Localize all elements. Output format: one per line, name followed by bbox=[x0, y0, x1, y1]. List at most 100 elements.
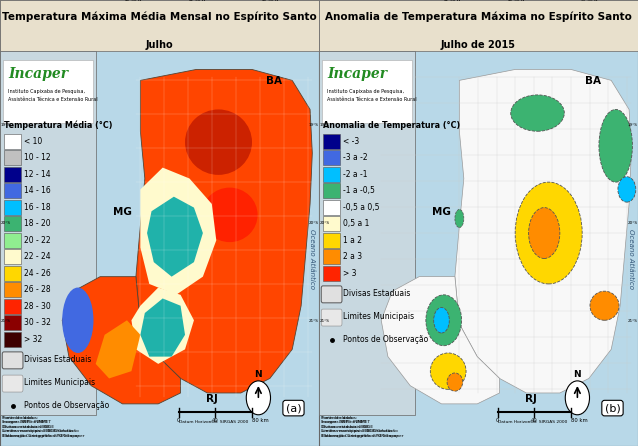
Text: 20 - 22: 20 - 22 bbox=[24, 236, 50, 245]
Text: Assistência Técnica e Extensão Rural: Assistência Técnica e Extensão Rural bbox=[327, 97, 417, 102]
Text: Divisas Estaduais: Divisas Estaduais bbox=[343, 289, 410, 298]
Polygon shape bbox=[140, 168, 216, 295]
Bar bbox=[0, 0, 319, 51]
Bar bbox=[319, 51, 415, 415]
Text: Fonte de dados:
Incaper, INPE e INMET
Divisas estaduais: IBGE
Limites municipais: Fonte de dados: Incaper, INPE e INMET Di… bbox=[321, 416, 398, 438]
Text: Datum Horizontal: SIRGAS 2000: Datum Horizontal: SIRGAS 2000 bbox=[498, 420, 567, 424]
Text: 20°S: 20°S bbox=[1, 221, 11, 225]
Bar bbox=[3, 60, 93, 123]
Bar bbox=[323, 183, 341, 198]
Polygon shape bbox=[96, 320, 140, 378]
Bar bbox=[323, 134, 341, 149]
Text: (b): (b) bbox=[605, 403, 620, 413]
Bar bbox=[4, 134, 22, 149]
Text: Temperatura Máxima Média Mensal no Espírito Santo: Temperatura Máxima Média Mensal no Espír… bbox=[2, 11, 317, 22]
Text: Pontos de Observação: Pontos de Observação bbox=[24, 401, 109, 410]
Text: Pontos de Observação: Pontos de Observação bbox=[343, 335, 428, 344]
Text: 21°S: 21°S bbox=[320, 319, 329, 323]
Text: Fonte de dados:
Incaper, INPE e INMET
Divisas estaduais: IBGE
Limites municipais: Fonte de dados: Incaper, INPE e INMET Di… bbox=[3, 416, 85, 438]
Text: 40°30'W: 40°30'W bbox=[125, 0, 143, 2]
FancyBboxPatch shape bbox=[3, 375, 23, 392]
Ellipse shape bbox=[590, 291, 619, 320]
Text: 41°30'W: 41°30'W bbox=[189, 0, 207, 2]
Text: Assistência Técnica e Extensão Rural: Assistência Técnica e Extensão Rural bbox=[8, 97, 98, 102]
Text: 40°30'W: 40°30'W bbox=[262, 0, 280, 2]
Ellipse shape bbox=[599, 109, 632, 182]
Text: 20°S: 20°S bbox=[320, 221, 330, 225]
Text: -1 a -0,5: -1 a -0,5 bbox=[343, 186, 375, 195]
Ellipse shape bbox=[515, 182, 582, 284]
Text: Incaper: Incaper bbox=[8, 67, 68, 81]
Text: 12 - 14: 12 - 14 bbox=[24, 170, 50, 179]
Text: Limites Municipais: Limites Municipais bbox=[24, 378, 95, 387]
Bar bbox=[4, 216, 22, 231]
Bar bbox=[4, 183, 22, 198]
Bar bbox=[4, 315, 22, 330]
Text: 21°S: 21°S bbox=[1, 319, 10, 323]
Bar bbox=[323, 249, 341, 264]
Text: Oceano Atlântico: Oceano Atlântico bbox=[309, 229, 315, 289]
Ellipse shape bbox=[430, 353, 466, 389]
Text: Instituto Capixaba de Pesquisa,: Instituto Capixaba de Pesquisa, bbox=[327, 89, 404, 94]
Ellipse shape bbox=[528, 207, 560, 259]
Polygon shape bbox=[455, 70, 631, 393]
Ellipse shape bbox=[447, 373, 463, 391]
Bar bbox=[323, 167, 341, 182]
Bar bbox=[323, 200, 341, 215]
Text: Anomalia de Temperatura (°C): Anomalia de Temperatura (°C) bbox=[323, 121, 460, 130]
Bar bbox=[4, 332, 22, 347]
Ellipse shape bbox=[62, 288, 93, 353]
Text: 20°S: 20°S bbox=[308, 221, 318, 225]
Text: 39°30'W: 39°30'W bbox=[581, 0, 599, 2]
Text: Oceano Atlântico: Oceano Atlântico bbox=[628, 229, 634, 289]
Text: 0,5 a 1: 0,5 a 1 bbox=[343, 219, 369, 228]
Text: Limites Municipais: Limites Municipais bbox=[343, 312, 414, 321]
Text: -3 a -2: -3 a -2 bbox=[343, 153, 367, 162]
Text: N: N bbox=[574, 370, 581, 379]
Text: Julho de 2015: Julho de 2015 bbox=[441, 40, 516, 50]
Text: Datum Horizontal: SIRGAS 2000: Datum Horizontal: SIRGAS 2000 bbox=[179, 420, 248, 424]
Text: < 10: < 10 bbox=[24, 137, 42, 146]
Text: 21°S: 21°S bbox=[628, 319, 637, 323]
Text: 0: 0 bbox=[177, 418, 181, 423]
Text: 40: 40 bbox=[212, 418, 219, 423]
Ellipse shape bbox=[455, 210, 464, 227]
Polygon shape bbox=[140, 298, 185, 357]
Text: 19°S: 19°S bbox=[1, 123, 10, 127]
Bar bbox=[4, 233, 22, 248]
Text: 16 - 18: 16 - 18 bbox=[24, 203, 50, 212]
Text: 0: 0 bbox=[496, 418, 500, 423]
Text: 24 - 26: 24 - 26 bbox=[24, 269, 50, 278]
Text: Divisas Estaduais: Divisas Estaduais bbox=[24, 355, 91, 364]
Text: BA: BA bbox=[585, 76, 602, 86]
Ellipse shape bbox=[510, 95, 565, 131]
Text: 40°30'W: 40°30'W bbox=[508, 0, 526, 2]
Text: 21°S: 21°S bbox=[309, 319, 318, 323]
Ellipse shape bbox=[202, 188, 258, 242]
Bar bbox=[323, 150, 341, 165]
Text: Incaper: Incaper bbox=[327, 67, 387, 81]
Bar bbox=[4, 200, 22, 215]
Text: RJ: RJ bbox=[525, 394, 537, 404]
Ellipse shape bbox=[185, 109, 252, 175]
Text: > 32: > 32 bbox=[24, 335, 42, 344]
Text: 28 - 30: 28 - 30 bbox=[24, 302, 50, 311]
Text: Julho: Julho bbox=[145, 40, 174, 50]
Text: (a): (a) bbox=[286, 403, 301, 413]
Text: MG: MG bbox=[432, 207, 451, 217]
Bar bbox=[0, 51, 96, 415]
Bar bbox=[322, 60, 412, 123]
Text: Fonte de dados:
Incaper, INPE e INMET
Divisas estaduais: IBGE
Limites municipais: Fonte de dados: Incaper, INPE e INMET Di… bbox=[1, 416, 79, 438]
Bar bbox=[323, 216, 341, 231]
Text: Anomalia de Temperatura Máxima no Espírito Santo: Anomalia de Temperatura Máxima no Espíri… bbox=[325, 11, 632, 22]
Text: 26 - 28: 26 - 28 bbox=[24, 285, 50, 294]
Text: MG: MG bbox=[113, 207, 132, 217]
Text: 30 - 32: 30 - 32 bbox=[24, 318, 51, 327]
Polygon shape bbox=[381, 277, 500, 404]
Polygon shape bbox=[136, 70, 312, 393]
Ellipse shape bbox=[618, 177, 635, 202]
Text: 19°S: 19°S bbox=[309, 123, 318, 127]
Text: N: N bbox=[255, 370, 262, 379]
Text: 19°S: 19°S bbox=[628, 123, 637, 127]
Circle shape bbox=[246, 381, 271, 415]
